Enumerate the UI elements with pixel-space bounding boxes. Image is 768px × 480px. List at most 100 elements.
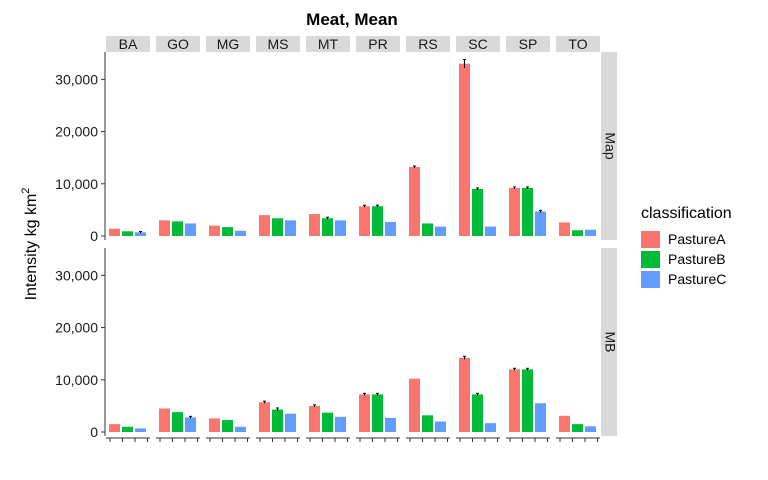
row-strip-mb — [601, 248, 617, 436]
bar-mb-sc-pasturec — [485, 423, 496, 432]
facet-label-ms: MS — [268, 36, 289, 52]
bar-mb-sp-pasturec — [535, 403, 546, 432]
facet-strip-ms — [256, 36, 300, 52]
y-tick-label: 30,000 — [55, 267, 98, 283]
bar-map-ba-pastureb — [122, 231, 133, 236]
bar-mb-pr-pasturea — [359, 394, 370, 432]
facet-label-rs: RS — [418, 36, 437, 52]
bar-map-to-pastureb — [572, 230, 583, 236]
facet-label-pr: PR — [368, 36, 387, 52]
y-tick-label: 20,000 — [55, 320, 98, 336]
bar-mb-to-pasturec — [585, 426, 596, 432]
bar-mb-mt-pasturea — [309, 405, 320, 432]
y-axis-title-superscript: 2 — [20, 188, 32, 194]
bar-map-mt-pastureb — [322, 218, 333, 236]
bar-map-go-pasturea — [159, 220, 170, 236]
bar-map-sp-pasturec — [535, 211, 546, 236]
bar-map-to-pasturea — [559, 222, 570, 236]
bar-map-sc-pasturec — [485, 226, 496, 236]
bar-mb-pr-pastureb — [372, 394, 383, 432]
facet-label-mg: MG — [217, 36, 240, 52]
facet-strip-rs — [406, 36, 450, 52]
bar-mb-rs-pasturec — [435, 421, 446, 432]
bar-mb-mt-pasturec — [335, 416, 346, 432]
row-label-map: Map — [602, 132, 618, 159]
bar-mb-go-pasturec — [185, 417, 196, 432]
bar-map-mt-pasturea — [309, 214, 320, 236]
bar-mb-ba-pasturea — [109, 424, 120, 432]
legend-label-pasturea: PastureA — [668, 231, 726, 247]
chart-title: Meat, Mean — [306, 10, 398, 29]
bar-map-ms-pastureb — [272, 218, 283, 236]
legend: classification PastureA PastureB PastureC — [641, 205, 732, 288]
bar-map-mg-pastureb — [222, 227, 233, 236]
bar-mb-mg-pasturea — [209, 418, 220, 432]
bar-mb-ms-pastureb — [272, 409, 283, 432]
y-tick-label: 10,000 — [55, 176, 98, 192]
bar-mb-sc-pastureb — [472, 394, 483, 432]
bar-map-mg-pasturec — [235, 230, 246, 236]
legend-label-pasturec: PastureC — [668, 271, 726, 287]
bar-map-mt-pasturec — [335, 220, 346, 236]
bar-mb-to-pastureb — [572, 424, 583, 432]
facet-strip-pr — [356, 36, 400, 52]
bar-mb-sp-pasturea — [509, 369, 520, 432]
bar-mb-ms-pasturec — [285, 413, 296, 432]
bar-map-sp-pasturea — [509, 187, 520, 236]
bar-mb-ba-pastureb — [122, 426, 133, 432]
bar-map-sc-pastureb — [472, 189, 483, 236]
facet-label-sp: SP — [519, 36, 538, 52]
bar-map-rs-pastureb — [422, 223, 433, 236]
legend-key-pasturec — [641, 271, 660, 288]
y-tick-label: 0 — [90, 424, 98, 440]
bar-map-ms-pasturec — [285, 220, 296, 236]
y-tick-label: 30,000 — [55, 71, 98, 87]
legend-key-pasturea — [641, 231, 660, 248]
y-tick-label: 10,000 — [55, 372, 98, 388]
bar-mb-mg-pastureb — [222, 419, 233, 432]
facet-strip-mt — [306, 36, 350, 52]
bar-map-pr-pasturea — [359, 206, 370, 236]
bar-map-rs-pasturec — [435, 226, 446, 236]
legend-title: classification — [641, 205, 732, 222]
facet-strip-ba — [106, 36, 150, 52]
bar-mb-ms-pasturea — [259, 402, 270, 432]
bar-mb-mg-pasturec — [235, 426, 246, 432]
bar-map-pr-pasturec — [385, 221, 396, 236]
facet-label-sc: SC — [468, 36, 487, 52]
y-tick-label: 0 — [90, 228, 98, 244]
plot-panels: BA GO MG MS MT PR RS SC SP TO Map 0 10,000 20,000 30,0… — [55, 36, 618, 442]
facet-strip-to — [556, 36, 600, 52]
facet-strip-go — [156, 36, 200, 52]
facet-strip-mg — [206, 36, 250, 52]
facet-label-go: GO — [167, 36, 189, 52]
bar-map-rs-pasturea — [409, 167, 420, 236]
bar-map-ba-pasturea — [109, 228, 120, 236]
bar-mb-mt-pastureb — [322, 412, 333, 432]
bar-map-sc-pasturea — [459, 63, 470, 236]
y-axis-label: Intensity kg km2 — [20, 188, 40, 301]
bar-map-mg-pasturea — [209, 225, 220, 236]
y-axis-title: Intensity kg km2 — [20, 188, 40, 301]
bar-mb-sp-pastureb — [522, 369, 533, 432]
bar-map-pr-pastureb — [372, 206, 383, 236]
bar-mb-go-pasturea — [159, 408, 170, 432]
bar-mb-rs-pasturea — [409, 378, 420, 432]
bar-mb-ba-pasturec — [135, 428, 146, 432]
bar-map-go-pastureb — [172, 221, 183, 236]
legend-key-pastureb — [641, 251, 660, 268]
facet-label-mt: MT — [318, 36, 339, 52]
bar-map-go-pasturec — [185, 223, 196, 236]
bar-map-sp-pastureb — [522, 187, 533, 236]
bar-map-to-pasturec — [585, 229, 596, 236]
legend-label-pastureb: PastureB — [668, 251, 726, 267]
bar-map-ms-pasturea — [259, 215, 270, 236]
facet-strip-sp — [506, 36, 550, 52]
bar-mb-sc-pasturea — [459, 357, 470, 432]
bar-mb-to-pasturea — [559, 415, 570, 432]
bar-map-ba-pasturec — [135, 232, 146, 236]
facet-label-to: TO — [568, 36, 587, 52]
y-tick-label: 20,000 — [55, 124, 98, 140]
bar-mb-go-pastureb — [172, 412, 183, 432]
